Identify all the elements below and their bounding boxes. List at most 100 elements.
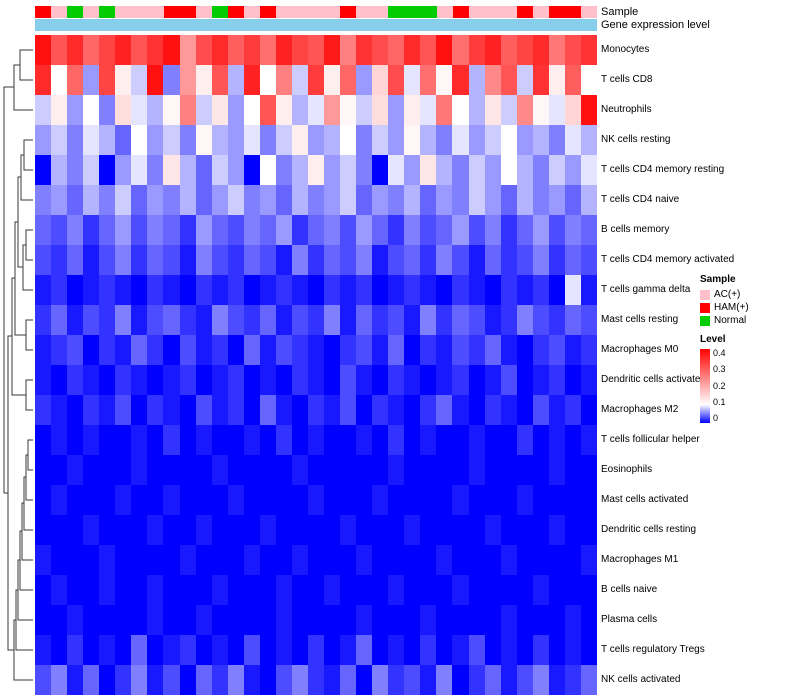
heatmap-cell <box>67 125 84 155</box>
heatmap-cell <box>548 215 565 245</box>
heatmap-cell <box>532 65 549 95</box>
heatmap-cell <box>307 215 325 245</box>
heatmap-cell <box>484 515 501 545</box>
heatmap-cell <box>436 365 453 395</box>
heatmap-cell <box>500 395 517 425</box>
heatmap-cell <box>211 575 228 605</box>
heatmap-cell <box>564 245 581 275</box>
heatmap-cell <box>404 455 421 485</box>
heatmap-cell <box>227 395 244 425</box>
heatmap-cell <box>532 605 549 635</box>
heatmap-cell <box>484 335 501 365</box>
gene-expression-annotation-cell <box>356 19 373 31</box>
gene-expression-annotation-cell <box>468 19 485 31</box>
heatmap-cell <box>243 215 260 245</box>
heatmap-cell <box>484 635 501 665</box>
heatmap-cell <box>291 185 308 215</box>
heatmap-cell <box>452 635 469 665</box>
heatmap-cell <box>51 365 68 395</box>
sample-annotation-cell <box>452 6 469 18</box>
row-label: B cells memory <box>601 224 670 235</box>
heatmap-cell <box>195 245 212 275</box>
heatmap-cell <box>99 65 116 95</box>
heatmap-cell <box>484 545 501 575</box>
legend-sample-item: Normal <box>700 315 749 326</box>
heatmap-cell <box>67 395 84 425</box>
heatmap-cell <box>51 155 68 185</box>
heatmap-cell <box>35 35 52 65</box>
gene-expression-annotation-cell <box>35 19 52 31</box>
heatmap-cell <box>227 485 244 515</box>
heatmap-cell <box>420 575 437 605</box>
heatmap-cell <box>259 65 276 95</box>
heatmap-cell <box>83 65 100 95</box>
heatmap-cell <box>83 635 100 665</box>
heatmap-cell <box>324 245 341 275</box>
sample-annotation-cell <box>179 6 196 18</box>
heatmap-cell <box>83 95 100 125</box>
heatmap-cell <box>163 635 180 665</box>
heatmap-cell <box>211 605 228 635</box>
heatmap-cell <box>452 515 469 545</box>
heatmap-cell <box>452 365 469 395</box>
heatmap-cell <box>179 185 196 215</box>
row-label: Dendritic cells resting <box>601 524 697 535</box>
heatmap-cell <box>388 155 405 185</box>
heatmap-cell <box>436 455 453 485</box>
heatmap-cell <box>51 425 68 455</box>
gene-expression-annotation-cell <box>532 19 549 31</box>
heatmap-cell <box>548 515 565 545</box>
heatmap-cell <box>404 515 421 545</box>
heatmap-cell <box>35 425 52 455</box>
heatmap-cell <box>131 395 148 425</box>
heatmap-cell <box>83 395 100 425</box>
heatmap-cell <box>211 335 228 365</box>
heatmap-cell <box>356 395 373 425</box>
heatmap-cell <box>115 575 132 605</box>
heatmap-cell <box>500 605 517 635</box>
heatmap-cell <box>484 575 501 605</box>
heatmap-cell <box>243 275 260 305</box>
sample-annotation-cell <box>404 6 421 18</box>
heatmap-cell <box>163 425 180 455</box>
heatmap-cell <box>356 95 373 125</box>
legend-sample-item: HAM(+) <box>700 302 749 313</box>
heatmap-cell <box>324 155 341 185</box>
heatmap-cell <box>468 515 485 545</box>
heatmap-cell <box>404 95 421 125</box>
heatmap-cell <box>324 545 341 575</box>
heatmap-cell <box>564 215 581 245</box>
heatmap-cell <box>372 545 389 575</box>
heatmap-cell <box>548 605 565 635</box>
heatmap-cell <box>324 95 341 125</box>
heatmap-cell <box>227 455 244 485</box>
heatmap-cell <box>388 95 405 125</box>
heatmap-cell <box>324 455 341 485</box>
heatmap-cell <box>275 95 292 125</box>
gene-expression-annotation-cell <box>131 19 148 31</box>
gene-expression-annotation-cell <box>179 19 196 31</box>
sample-annotation-cell <box>211 6 228 18</box>
heatmap-cell <box>99 335 116 365</box>
heatmap-cell <box>131 335 148 365</box>
heatmap-cell <box>115 365 132 395</box>
heatmap-cell <box>468 395 485 425</box>
heatmap-cell <box>468 605 485 635</box>
heatmap-cell <box>243 545 260 575</box>
heatmap-cell <box>243 575 260 605</box>
heatmap-cell <box>211 395 228 425</box>
heatmap-cell <box>420 545 437 575</box>
gene-expression-annotation-label: Gene expression level <box>601 19 710 31</box>
heatmap-cell <box>195 545 212 575</box>
heatmap-cell <box>420 185 437 215</box>
heatmap-cell <box>580 95 597 125</box>
heatmap-cell <box>580 125 597 155</box>
heatmap-cell <box>211 275 228 305</box>
heatmap-cell <box>340 635 357 665</box>
heatmap-cell <box>163 155 180 185</box>
heatmap-cell <box>259 485 276 515</box>
heatmap-cell <box>484 125 501 155</box>
heatmap-cell <box>372 215 389 245</box>
heatmap-cell <box>259 515 276 545</box>
